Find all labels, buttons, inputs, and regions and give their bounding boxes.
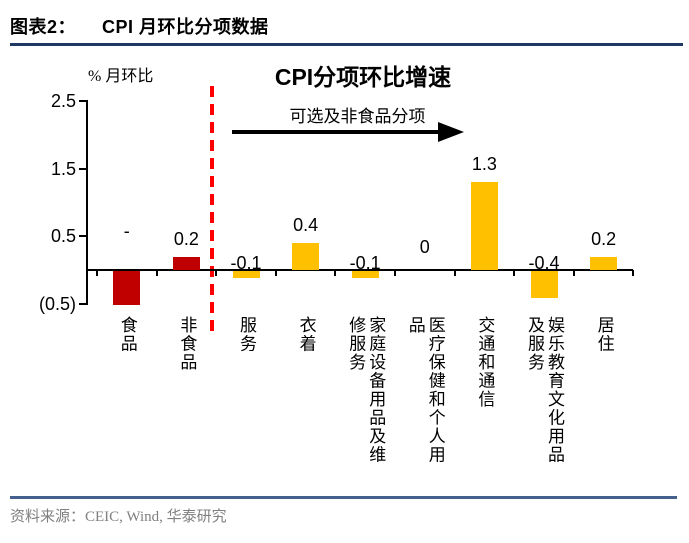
category-label-text: 食品: [117, 316, 137, 353]
y-axis-tick-label: 0.5: [50, 226, 76, 247]
food-nonfood-separator-line: [210, 86, 214, 333]
chart-title: CPI分项环比增速: [274, 64, 452, 90]
x-axis-tick: [215, 270, 218, 276]
bar-value-label: -0.1: [349, 253, 381, 273]
category-label: 娱乐教育文化用品及服务: [514, 316, 574, 476]
category-label: 衣着: [276, 316, 336, 476]
bar: [172, 256, 200, 270]
category-label: 食品: [97, 316, 157, 476]
figure-title: CPI 月环比分项数据: [102, 17, 269, 37]
y-axis-tick-label: 1.5: [50, 158, 76, 179]
category-label-text: 服务: [237, 316, 256, 353]
category-label-text: 家庭设备用品及维修服务: [346, 316, 386, 464]
figure-header: 图表2： CPI 月环比分项数据: [10, 13, 269, 39]
bar: [530, 271, 558, 298]
figure-tag: 图表2：: [10, 17, 77, 37]
category-label: 家庭设备用品及维修服务: [335, 316, 395, 476]
y-axis-tick: [79, 302, 86, 305]
y-axis-tick: [79, 167, 86, 170]
category-label: 医疗保健和个人用品: [395, 316, 455, 476]
bar: [470, 182, 498, 270]
x-axis-tick: [394, 270, 396, 276]
y-axis-tick-label: (0.5): [38, 293, 76, 314]
bar-value-label: -: [123, 221, 130, 241]
x-axis-tick: [274, 270, 277, 276]
bar: [590, 256, 618, 270]
right-arrow-head-icon: [438, 122, 464, 142]
right-arrow-icon: [232, 130, 440, 134]
y-axis-unit-label: % 月环比: [88, 68, 154, 85]
category-label: 交通和通信: [454, 316, 514, 476]
x-axis-tick: [632, 270, 635, 276]
category-label-text: 居住: [594, 316, 614, 353]
x-axis-tick: [572, 270, 575, 276]
bar-value-label: 1.3: [471, 154, 497, 175]
bar: [232, 271, 260, 278]
bar: [292, 243, 320, 270]
category-label-text: 交通和通信: [475, 316, 495, 409]
x-axis-tick: [334, 270, 337, 276]
header-rule: [10, 43, 683, 46]
y-axis-line: [86, 100, 88, 305]
x-axis-tick: [453, 270, 456, 276]
bar-value-label: -0.1: [230, 253, 262, 273]
y-axis-tick: [79, 100, 86, 103]
y-axis-tick: [79, 235, 86, 238]
bar-value-label: 0.2: [591, 228, 617, 249]
category-label: 服务: [216, 316, 276, 476]
bar-value-label: -0.4: [528, 253, 560, 273]
category-label: 非食品: [156, 316, 216, 476]
category-label-text: 娱乐教育文化用品及服务: [525, 316, 564, 464]
bar-value-label: 0.4: [293, 215, 319, 235]
annotation-text: 可选及非食品分项: [289, 107, 426, 126]
bar: [351, 271, 379, 278]
category-label: 居住: [574, 316, 634, 476]
category-label-text: 衣着: [296, 316, 316, 353]
x-axis-tick: [155, 270, 158, 276]
y-axis-tick-label: 2.5: [50, 91, 76, 112]
footer-rule: [10, 496, 677, 499]
bar-value-label: 0: [419, 237, 430, 257]
x-axis-tick: [96, 270, 98, 276]
category-label-text: 医疗保健和个人用品: [405, 316, 445, 464]
bar-value-label: 0.2: [173, 228, 199, 249]
source-text: 资料来源：CEIC, Wind, 华泰研究: [10, 509, 227, 525]
x-axis-tick: [513, 270, 516, 276]
x-axis-line: [88, 269, 633, 271]
category-label-text: 非食品: [177, 316, 197, 372]
bar: [113, 271, 141, 305]
